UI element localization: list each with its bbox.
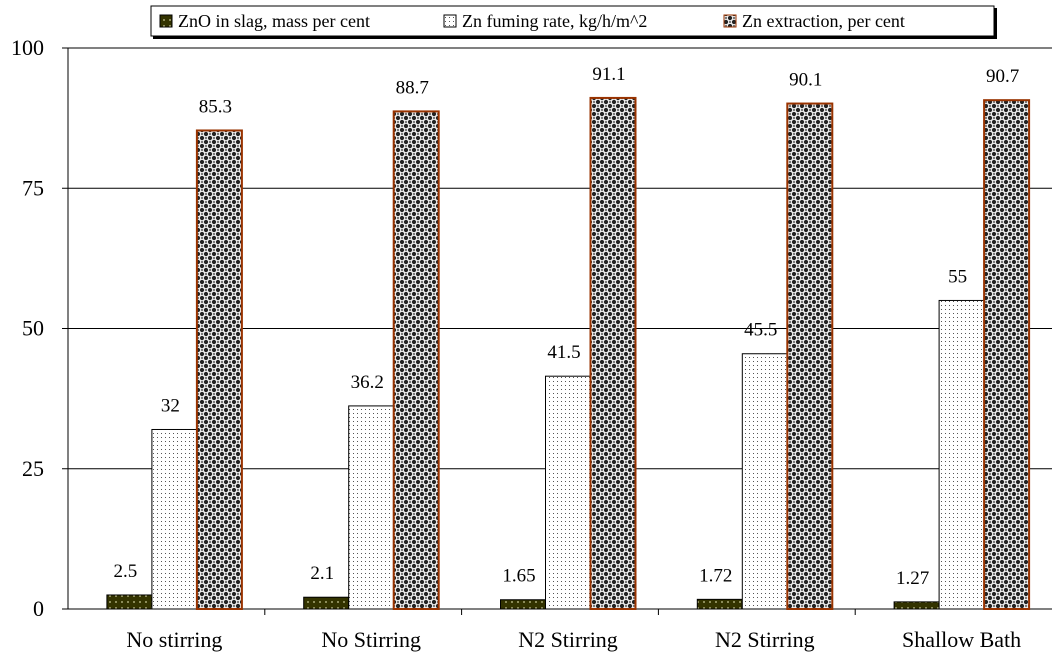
data-label: 45.5	[744, 320, 777, 341]
bar-2-0	[195, 129, 243, 610]
y-tick-label: 100	[11, 35, 44, 60]
data-label: 85.3	[199, 96, 232, 117]
bar-1-3	[741, 353, 788, 610]
axes: 0 25 50 75 100 No stirring No Stirring N2 Stirr…	[11, 35, 1052, 652]
data-label: 1.65	[502, 566, 535, 587]
data-label: 2.1	[310, 563, 334, 584]
legend-shadow-right	[994, 8, 997, 39]
bar-0-2	[500, 599, 546, 610]
bar-1-2	[545, 375, 591, 610]
data-label: 32	[161, 395, 180, 416]
y-tick-label: 25	[22, 456, 44, 481]
legend-swatch-2	[723, 14, 737, 28]
bar-1-0	[151, 428, 198, 610]
bar-2-1	[392, 110, 440, 610]
bar-0-1	[303, 596, 350, 610]
bar-0-4	[893, 601, 940, 610]
data-label: 1.27	[896, 568, 929, 589]
x-tick-label: No Stirring	[321, 627, 421, 652]
data-label: 41.5	[547, 342, 580, 363]
legend-label: ZnO in slag, mass per cent	[178, 11, 370, 31]
data-label: 91.1	[592, 64, 625, 85]
bars	[106, 96, 1031, 611]
legend-label: Zn extraction, per cent	[742, 11, 905, 31]
x-tick-label: No stirring	[126, 627, 222, 652]
legend: ZnO in slag, mass per cent Zn fuming rate…	[150, 5, 997, 39]
legend-shadow-bottom	[153, 36, 996, 39]
bar-0-3	[696, 598, 743, 610]
y-tick-label: 75	[22, 175, 44, 200]
bar-1-4	[938, 299, 985, 610]
legend-box	[150, 5, 995, 37]
bar-1-1	[348, 405, 395, 610]
y-tick-label: 50	[22, 316, 44, 341]
bar-2-3	[786, 102, 834, 610]
data-label: 55	[948, 266, 967, 287]
data-label: 36.2	[351, 372, 384, 393]
data-label: 1.72	[699, 565, 732, 586]
y-tick-label: 0	[33, 596, 44, 621]
data-label: 88.7	[396, 77, 429, 98]
data-label: 90.7	[986, 66, 1019, 87]
bar-2-2	[589, 96, 637, 611]
data-label: 2.5	[114, 561, 138, 582]
x-tick-label: Shallow Bath	[902, 627, 1021, 652]
bar-2-4	[983, 99, 1031, 610]
data-labels: 2.5 32 85.3 2.1 36.2 88.7 1.65 41.5 91.1 1.72 45.5…	[114, 64, 1020, 589]
x-tick-label: N2 Stirring	[715, 627, 815, 652]
legend-swatch-0	[159, 14, 173, 28]
bar-0-0	[106, 594, 153, 610]
legend-swatch-1	[443, 14, 457, 28]
x-tick-label: N2 Stirring	[518, 627, 618, 652]
data-label: 90.1	[789, 70, 822, 91]
legend-label: Zn fuming rate, kg/h/m^2	[462, 11, 647, 31]
